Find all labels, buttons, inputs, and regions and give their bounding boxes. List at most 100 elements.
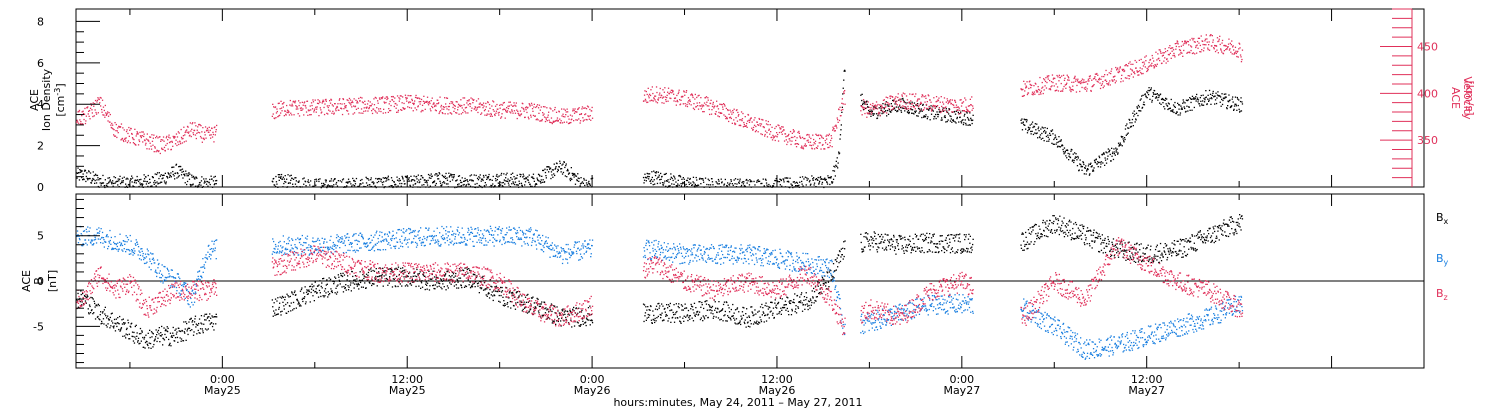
velocity-series-point [350, 102, 352, 104]
bx-series-point [177, 341, 179, 343]
velocity-series-point [966, 109, 969, 111]
bx-series-point [497, 289, 499, 291]
velocity-series-point [1185, 41, 1188, 44]
ion-density-series-point [100, 178, 102, 180]
velocity-series-point [1223, 44, 1225, 47]
ion-density-series-point [366, 184, 369, 186]
ion-density-series-point [868, 110, 871, 113]
bx-series-point [130, 326, 132, 328]
ion-density-series-point [1178, 104, 1180, 106]
bx-series-point [205, 313, 208, 315]
ion-density-series-point [109, 180, 111, 182]
bx-series-point [447, 287, 449, 289]
velocity-series-point [1053, 77, 1055, 79]
ion-density-series-point [1192, 98, 1195, 100]
ion-density-series-point [171, 166, 173, 168]
bx-series-point [378, 275, 381, 277]
velocity-series-point [513, 102, 515, 104]
velocity-series-point [580, 113, 583, 115]
ion-density-series-point [1041, 126, 1043, 128]
velocity-series-point [1156, 63, 1158, 65]
ion-density-series-point [903, 107, 905, 109]
velocity-series-point [1083, 87, 1085, 89]
ion-density-series-point [694, 186, 696, 188]
bx-series-point [209, 323, 211, 325]
velocity-series-point [536, 118, 538, 120]
velocity-series-point [686, 103, 688, 106]
ion-density-series-point [579, 185, 581, 187]
ion-density-series-point [440, 185, 443, 187]
ion-density-series-point [456, 186, 458, 188]
ion-density-series-point [1211, 94, 1213, 97]
velocity-series-point [925, 103, 928, 106]
bx-series-point [131, 331, 134, 333]
velocity-series-point [806, 134, 808, 136]
ion-density-series-point [915, 110, 917, 112]
ion-density-series-point [285, 181, 287, 183]
velocity-series-point [724, 105, 726, 107]
velocity-series-point [940, 111, 942, 114]
velocity-series-point [1237, 56, 1239, 58]
ion-density-series-point [358, 185, 360, 188]
velocity-series-point [346, 99, 348, 101]
bx-series-point [408, 280, 410, 282]
velocity-series-point [888, 103, 891, 105]
velocity-series-point [1143, 63, 1146, 65]
ion-density-series-point [192, 183, 194, 185]
velocity-series-point [102, 106, 105, 108]
ion-density-series-point [453, 174, 455, 176]
ion-density-series-point [384, 177, 386, 179]
velocity-series-point [752, 126, 755, 129]
velocity-series-point [755, 129, 757, 132]
velocity-series-point [1204, 38, 1207, 40]
bx-series-point [487, 293, 489, 295]
ion-density-series-point [1023, 124, 1025, 126]
ion-density-series-point [1150, 87, 1152, 89]
bx-series-point [391, 286, 394, 288]
ion-density-series-point [587, 182, 590, 184]
ion-density-series-point [442, 175, 444, 178]
velocity-series-point [485, 106, 487, 108]
ion-density-series-point [179, 165, 181, 168]
velocity-series-point [766, 131, 768, 134]
velocity-series-point [708, 108, 710, 111]
bx-series-point [480, 288, 482, 290]
ion-density-series-point [204, 180, 206, 182]
bx-series-point [119, 330, 121, 332]
ion-density-series-point [1092, 169, 1094, 171]
velocity-series-point [1105, 80, 1108, 83]
ion-density-series-point [536, 183, 538, 185]
ion-density-series-point [388, 179, 390, 181]
velocity-series-point [439, 110, 442, 112]
ion-density-series-point [909, 103, 911, 105]
ion-density-series-point [576, 179, 578, 181]
velocity-series-point [916, 103, 918, 105]
ion-density-series-point [1130, 125, 1133, 128]
ion-density-series-point [1039, 136, 1041, 139]
velocity-series-point [682, 95, 684, 98]
bx-series-point [467, 272, 469, 274]
velocity-series-point [504, 117, 506, 119]
ion-density-series-point [1057, 145, 1059, 147]
velocity-series-point [747, 114, 750, 116]
velocity-series-point [455, 101, 457, 103]
velocity-series-point [1036, 90, 1038, 92]
velocity-series-point [1207, 47, 1209, 49]
ion-density-series-point [871, 110, 873, 113]
ion-density-series-point [418, 179, 420, 181]
ion-density-series-point [730, 180, 732, 182]
ion-density-series-point [792, 181, 794, 183]
ion-density-series-point [586, 184, 589, 186]
ion-density-series-point [832, 181, 834, 183]
velocity-series-point [163, 140, 165, 142]
bx-series-point [402, 273, 405, 275]
velocity-series-point [843, 92, 845, 95]
ion-density-series-point [401, 182, 403, 185]
velocity-series-point [1159, 49, 1161, 51]
ion-density-series-point [1026, 119, 1028, 121]
bx-series-point [420, 287, 422, 289]
ion-density-series-point [449, 175, 451, 177]
ion-density-series-point [428, 177, 431, 179]
velocity-series-point [361, 97, 363, 99]
ion-density-series-point [534, 186, 536, 188]
